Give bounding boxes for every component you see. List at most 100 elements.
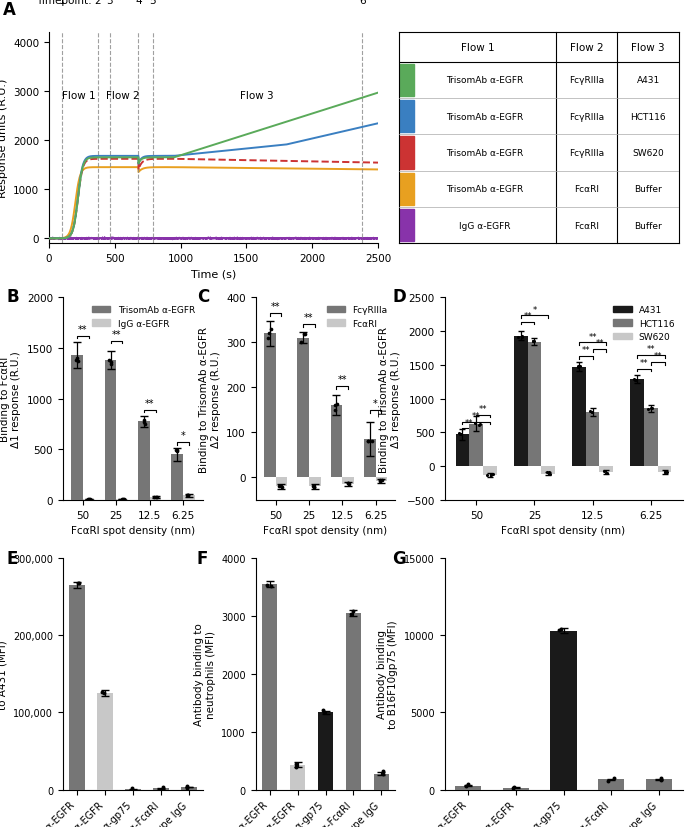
Bar	[572, 367, 586, 466]
Point	[342, 477, 354, 490]
Point	[603, 775, 614, 788]
Bar	[71, 356, 83, 500]
Text: Flow 3: Flow 3	[240, 91, 274, 101]
Point	[261, 579, 272, 592]
X-axis label: Time (s): Time (s)	[191, 270, 236, 280]
Bar	[645, 779, 672, 790]
Point	[157, 784, 168, 797]
Legend: A431, HCT116, SW620: A431, HCT116, SW620	[610, 302, 678, 346]
Point	[342, 476, 354, 490]
Legend: FcγRIIIa, FcαRI: FcγRIIIa, FcαRI	[323, 302, 391, 332]
Text: **: **	[588, 332, 597, 342]
Text: TrisomAb α-EGFR: TrisomAb α-EGFR	[447, 76, 524, 85]
Point	[602, 466, 613, 480]
Bar	[330, 406, 342, 478]
Point	[309, 480, 320, 494]
Text: FcγRIIIa: FcγRIIIa	[569, 112, 604, 122]
Point	[662, 466, 673, 479]
Point	[290, 758, 302, 771]
Point	[329, 404, 340, 417]
Point	[646, 402, 657, 415]
Text: **: **	[111, 330, 121, 340]
Point	[573, 360, 584, 373]
Text: 5: 5	[150, 0, 156, 6]
Point	[105, 358, 116, 371]
Point	[151, 490, 162, 504]
Bar	[97, 693, 113, 790]
FancyBboxPatch shape	[399, 137, 414, 170]
Point	[517, 331, 528, 344]
Bar	[470, 424, 484, 466]
Text: FcγRIIIa: FcγRIIIa	[569, 149, 604, 158]
Text: Buffer: Buffer	[634, 185, 662, 194]
Point	[628, 373, 639, 386]
Point	[629, 374, 641, 387]
Point	[262, 332, 274, 346]
FancyBboxPatch shape	[399, 174, 414, 206]
Point	[103, 354, 114, 367]
Y-axis label: Antibody binding to
neutrophils (MFI): Antibody binding to neutrophils (MFI)	[194, 623, 216, 725]
Point	[274, 480, 285, 494]
Point	[608, 772, 620, 785]
Point	[363, 434, 374, 447]
Y-axis label: Antibody binding
to B16F10gp75 (MFI): Antibody binding to B16F10gp75 (MFI)	[377, 619, 398, 729]
Text: **: **	[595, 339, 603, 348]
Bar	[375, 478, 387, 481]
Text: F: F	[197, 549, 208, 567]
Point	[482, 469, 493, 482]
Point	[374, 476, 385, 489]
Bar	[105, 361, 116, 500]
Point	[82, 493, 93, 506]
Point	[332, 398, 343, 411]
Point	[182, 489, 193, 502]
Bar	[643, 409, 657, 466]
Text: **: **	[524, 312, 532, 321]
Text: A: A	[3, 2, 16, 19]
Point	[299, 327, 310, 341]
Text: *: *	[181, 431, 186, 441]
Text: TrisomAb α-EGFR: TrisomAb α-EGFR	[447, 112, 524, 122]
Point	[363, 435, 374, 448]
Text: SW620: SW620	[632, 149, 664, 158]
Point	[265, 580, 276, 593]
Text: FcγRIIIa: FcγRIIIa	[569, 76, 604, 85]
Text: **: **	[653, 351, 662, 361]
Point	[508, 782, 519, 795]
Point	[346, 608, 357, 621]
Point	[469, 417, 480, 430]
Text: Flow 2: Flow 2	[106, 91, 139, 101]
Point	[140, 418, 151, 431]
Point	[631, 374, 642, 387]
Y-axis label: Binding to FcαRI
Δ1 response (R.U.): Binding to FcαRI Δ1 response (R.U.)	[0, 351, 22, 447]
Bar	[541, 466, 555, 474]
Bar	[262, 584, 277, 790]
Point	[377, 765, 388, 778]
Point	[527, 335, 538, 348]
Text: Flow 3: Flow 3	[631, 43, 665, 53]
Text: TrisomAb α-EGFR: TrisomAb α-EGFR	[447, 185, 524, 194]
Text: **: **	[337, 375, 347, 385]
Point	[181, 489, 193, 502]
Point	[366, 435, 377, 448]
Bar	[374, 773, 389, 790]
Point	[517, 331, 528, 344]
Bar	[455, 786, 482, 790]
Point	[455, 428, 466, 442]
Bar	[298, 338, 309, 478]
Text: C: C	[197, 288, 209, 305]
Text: 1: 1	[59, 0, 66, 6]
Bar	[309, 478, 321, 487]
Point	[462, 777, 473, 791]
Point	[318, 705, 330, 719]
Bar	[528, 342, 541, 466]
Bar	[318, 712, 333, 790]
Point	[106, 356, 117, 370]
Text: Buffer: Buffer	[634, 222, 662, 231]
Bar	[290, 765, 305, 790]
Text: Flow 1: Flow 1	[62, 91, 96, 101]
Point	[172, 444, 183, 457]
Point	[276, 481, 288, 495]
Point	[97, 686, 108, 699]
Text: **: **	[581, 346, 590, 355]
Text: **: **	[271, 302, 280, 312]
